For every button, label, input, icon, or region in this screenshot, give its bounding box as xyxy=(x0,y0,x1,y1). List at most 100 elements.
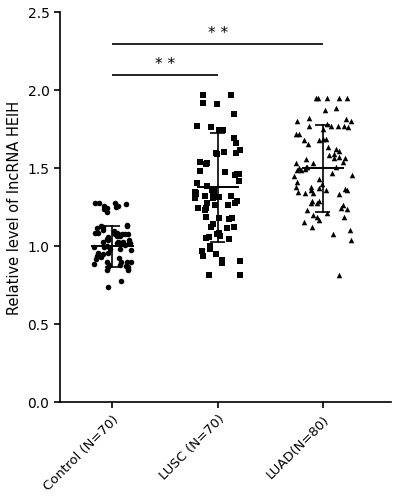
Point xyxy=(101,243,107,251)
Point xyxy=(343,186,350,194)
Point xyxy=(206,232,212,240)
Point xyxy=(340,214,347,222)
Point xyxy=(193,190,199,198)
Point xyxy=(326,151,332,159)
Point xyxy=(343,115,349,123)
Point xyxy=(232,149,239,157)
Point xyxy=(224,200,231,208)
Point xyxy=(203,160,210,168)
Point xyxy=(308,196,315,204)
Point xyxy=(228,214,235,222)
Point xyxy=(193,190,199,198)
Point xyxy=(103,208,110,216)
Point xyxy=(203,234,209,241)
Point xyxy=(111,199,118,207)
Point xyxy=(219,256,225,264)
Point xyxy=(192,188,198,196)
Point xyxy=(209,220,216,228)
Point xyxy=(199,248,205,256)
Point xyxy=(348,236,354,244)
Point xyxy=(345,122,351,130)
Point xyxy=(114,240,121,248)
Point xyxy=(220,148,227,156)
Point xyxy=(94,252,101,260)
Point xyxy=(331,150,337,158)
Point xyxy=(203,182,210,190)
Point xyxy=(349,170,355,178)
Point xyxy=(342,186,349,194)
Point xyxy=(335,122,341,130)
Point xyxy=(228,91,234,99)
Point xyxy=(199,91,206,99)
Point xyxy=(92,199,99,207)
Point xyxy=(106,262,112,270)
Point xyxy=(216,192,222,200)
Point xyxy=(95,250,101,258)
Point xyxy=(100,250,106,258)
Point xyxy=(104,232,111,240)
Point xyxy=(323,135,330,143)
Point xyxy=(123,200,129,208)
Point xyxy=(117,258,124,266)
Point xyxy=(340,201,346,209)
Point xyxy=(197,158,203,166)
Point xyxy=(216,229,222,237)
Point xyxy=(117,261,123,269)
Point xyxy=(236,170,242,178)
Point xyxy=(207,245,214,253)
Point xyxy=(214,230,220,238)
Point xyxy=(336,94,342,102)
Point xyxy=(343,94,350,102)
Point xyxy=(214,100,220,108)
Point xyxy=(293,130,299,138)
Point xyxy=(204,199,210,207)
Point xyxy=(301,136,307,144)
Point xyxy=(209,186,215,194)
Point xyxy=(219,259,225,267)
Point xyxy=(236,270,243,278)
Point xyxy=(303,206,310,214)
Point xyxy=(310,159,316,167)
Point xyxy=(93,255,100,263)
Point xyxy=(328,168,335,176)
Point xyxy=(96,199,102,207)
Point xyxy=(112,203,119,211)
Point xyxy=(121,241,128,249)
Point xyxy=(316,216,322,224)
Point xyxy=(237,258,244,266)
Point xyxy=(120,238,126,246)
Point xyxy=(192,194,199,202)
Point xyxy=(234,196,240,204)
Point xyxy=(336,146,343,154)
Point xyxy=(128,246,134,254)
Point xyxy=(237,146,244,154)
Point xyxy=(310,211,316,219)
Point xyxy=(104,204,110,212)
Point xyxy=(98,252,104,260)
Point xyxy=(107,245,113,253)
Point xyxy=(125,230,131,237)
Point xyxy=(213,150,219,158)
Point xyxy=(324,120,330,128)
Point xyxy=(294,166,300,174)
Point xyxy=(104,266,111,274)
Point xyxy=(336,153,342,161)
Text: * *: * * xyxy=(207,26,228,40)
Point xyxy=(324,94,330,102)
Point xyxy=(293,159,299,167)
Point xyxy=(122,230,129,238)
Point xyxy=(125,266,131,274)
Point xyxy=(216,126,222,134)
Point xyxy=(298,166,304,173)
Point xyxy=(225,215,232,223)
Point xyxy=(202,206,208,214)
Point xyxy=(293,178,300,186)
Point xyxy=(324,209,330,217)
Point xyxy=(323,186,330,194)
Point xyxy=(226,234,232,242)
Point xyxy=(307,182,314,190)
Point xyxy=(319,125,326,133)
Point xyxy=(330,230,336,238)
Point xyxy=(236,177,242,185)
Point xyxy=(111,228,118,235)
